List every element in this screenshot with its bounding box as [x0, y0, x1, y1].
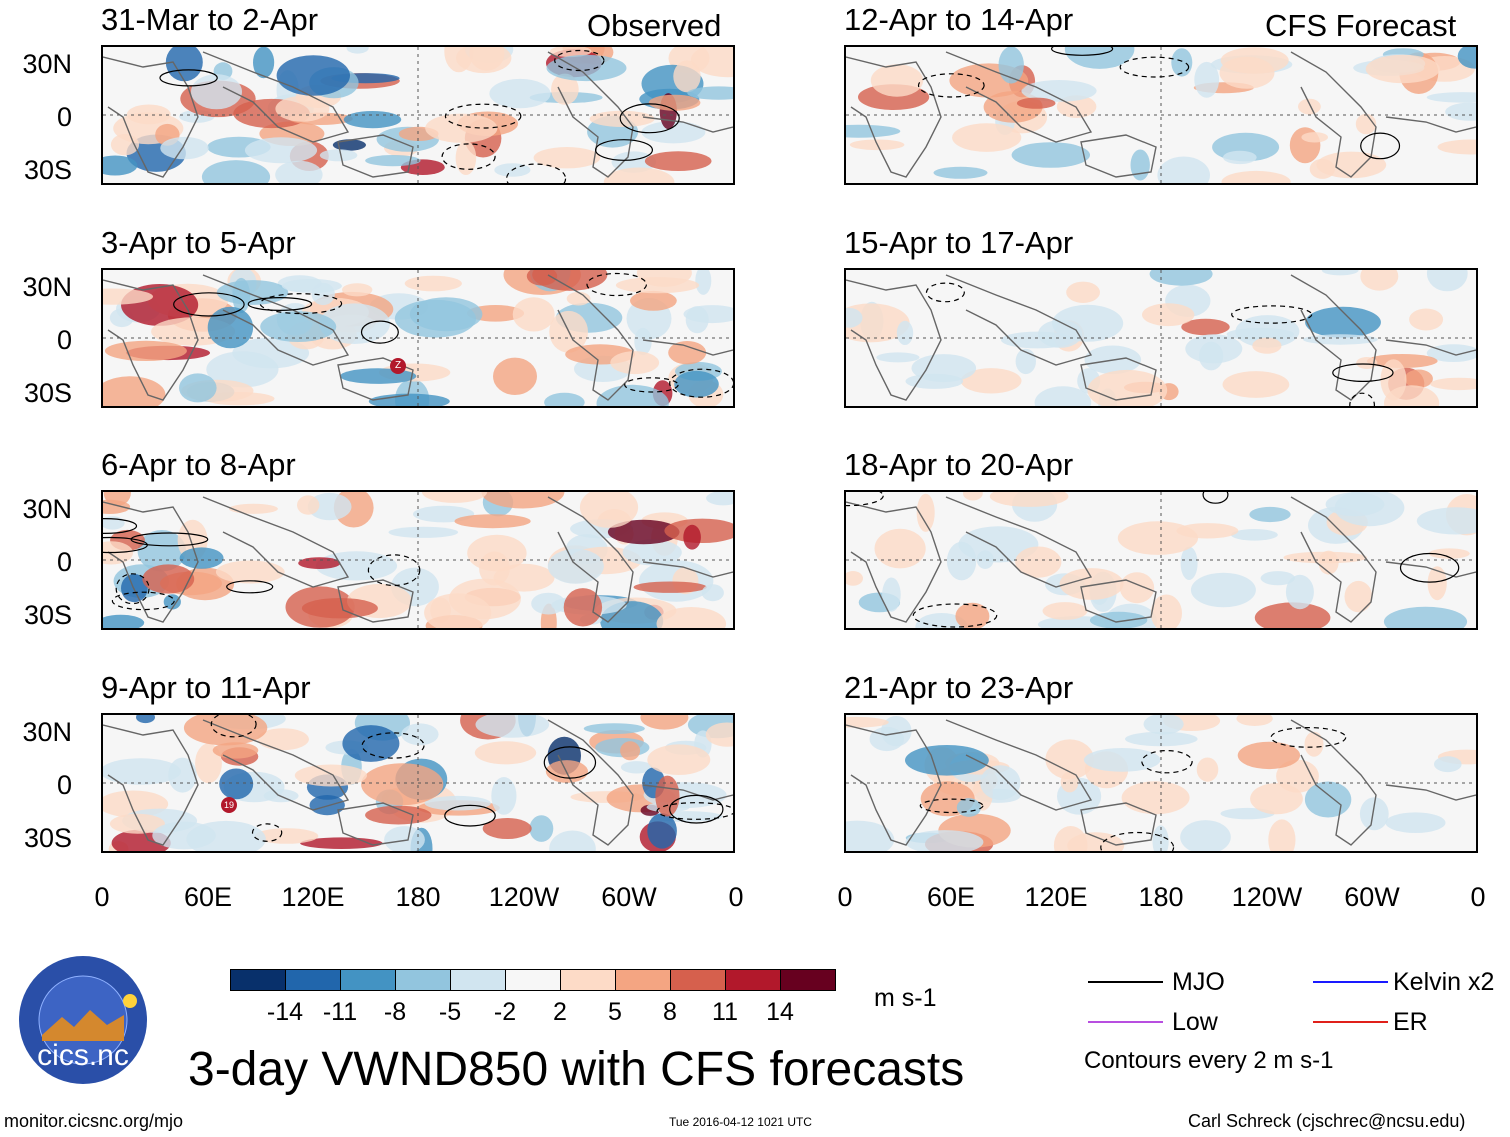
map-panel-observed-1 — [101, 45, 735, 185]
lon-label: 0 — [837, 882, 853, 912]
colorbar-swatch — [340, 969, 396, 991]
footer-url: monitor.cicsnc.org/mjo — [4, 1111, 184, 1131]
lon-label: 120W — [1231, 882, 1303, 912]
colorbar-swatch — [450, 969, 506, 991]
forecast-header: CFS Forecast — [1265, 8, 1457, 43]
colorbar-label: 8 — [663, 998, 677, 1026]
colorbar-label: -8 — [383, 998, 407, 1026]
map-panel-forecast-4 — [844, 713, 1478, 853]
map-panel-observed-3 — [101, 490, 735, 630]
lon-label: 0 — [1470, 882, 1486, 912]
legend-kelvin-label: Kelvin x2 — [1393, 968, 1495, 996]
cics-logo: cics.nc — [12, 955, 154, 1085]
colorbar-swatch — [615, 969, 671, 991]
panel-title: 18-Apr to 20-Apr — [844, 447, 1074, 482]
colorbar-swatch — [505, 969, 561, 991]
contour-note: Contours every 2 m s-1 — [1084, 1047, 1334, 1074]
lon-label: 0 — [728, 882, 744, 912]
panel-title: 15-Apr to 17-Apr — [844, 225, 1074, 260]
lon-label: 0 — [94, 882, 110, 912]
lon-label: 60W — [1344, 882, 1400, 912]
colorbar-label: 14 — [766, 998, 794, 1026]
legend-er-label: ER — [1393, 1008, 1428, 1036]
lat-label: 0 — [56, 770, 72, 800]
lat-label: 30N — [22, 717, 72, 747]
lat-label: 30S — [23, 155, 72, 185]
storm-marker: 19 — [221, 797, 237, 813]
colorbar-swatch — [725, 969, 781, 991]
lat-label: 0 — [56, 102, 72, 132]
panel-title: 21-Apr to 23-Apr — [844, 670, 1074, 705]
legend-mjo-label: MJO — [1172, 968, 1225, 996]
lon-label: 60W — [601, 882, 657, 912]
map-panel-observed-4: 19 — [101, 713, 735, 853]
panel-title: 31-Mar to 2-Apr — [101, 2, 319, 37]
colorbar-label: -14 — [266, 998, 304, 1026]
legend-mjo-line — [1088, 981, 1163, 983]
colorbar-label: 2 — [553, 998, 567, 1026]
colorbar-label: -11 — [322, 998, 358, 1026]
lat-label: 30S — [23, 823, 72, 853]
storm-marker: Z — [390, 358, 406, 374]
lat-label: 0 — [56, 325, 72, 355]
colorbar-swatch — [230, 969, 286, 991]
panel-title: 6-Apr to 8-Apr — [101, 447, 296, 482]
colorbar-swatch — [395, 969, 451, 991]
lon-label: 180 — [1138, 882, 1184, 912]
lon-label: 120E — [1024, 882, 1088, 912]
colorbar-swatch — [285, 969, 341, 991]
footer-author: Carl Schreck (cjschrec@ncsu.edu) — [1188, 1111, 1466, 1131]
legend-er-line — [1313, 1021, 1388, 1023]
footer-timestamp: Tue 2016-04-12 1021 UTC — [669, 1115, 812, 1129]
panel-title: 9-Apr to 11-Apr — [101, 670, 311, 705]
logo-text: cics.nc — [37, 1039, 129, 1072]
map-panel-forecast-3 — [844, 490, 1478, 630]
lon-label: 120E — [281, 882, 345, 912]
map-panel-observed-2: Z — [101, 268, 735, 408]
colorbar-units: m s-1 — [874, 984, 937, 1012]
legend-low-label: Low — [1172, 1008, 1218, 1036]
map-panel-forecast-1 — [844, 45, 1478, 185]
colorbar-swatch — [670, 969, 726, 991]
panel-title: 3-Apr to 5-Apr — [101, 225, 296, 260]
colorbar-swatch — [560, 969, 616, 991]
lon-label: 60E — [926, 882, 976, 912]
colorbar-swatch — [780, 969, 836, 991]
lat-label: 30S — [23, 378, 72, 408]
lat-label: 30N — [22, 49, 72, 79]
lon-label: 180 — [395, 882, 441, 912]
panel-title: 12-Apr to 14-Apr — [844, 2, 1074, 37]
legend-kelvin-line — [1313, 981, 1388, 983]
legend-low-line — [1088, 1021, 1163, 1023]
lat-label: 30N — [22, 272, 72, 302]
colorbar-label: -5 — [438, 998, 462, 1026]
figure-title: 3-day VWND850 with CFS forecasts — [188, 1043, 965, 1096]
lat-label: 30N — [22, 494, 72, 524]
colorbar-label: -2 — [493, 998, 517, 1026]
map-panel-forecast-2 — [844, 268, 1478, 408]
lon-label: 120W — [488, 882, 560, 912]
lon-label: 60E — [183, 882, 233, 912]
observed-header: Observed — [587, 8, 722, 43]
lat-label: 0 — [56, 547, 72, 577]
lat-label: 30S — [23, 600, 72, 630]
colorbar-label: 5 — [608, 998, 622, 1026]
colorbar-label: 11 — [712, 998, 738, 1026]
